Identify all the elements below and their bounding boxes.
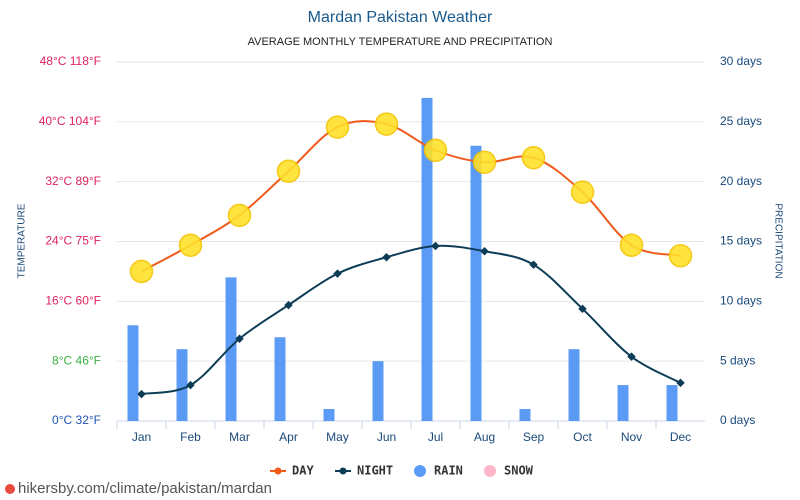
- day-marker: [619, 233, 644, 257]
- y2-tick-label: 30 days: [720, 54, 762, 68]
- legend-label[interactable]: RAIN: [434, 464, 463, 478]
- day-marker: [374, 112, 399, 136]
- x-tick-label: Jun: [377, 430, 396, 444]
- y2-tick-label: 15 days: [720, 234, 762, 248]
- legend-marker: [274, 467, 282, 475]
- rain-bar: [176, 349, 188, 421]
- night-marker: [235, 334, 244, 343]
- legend-label[interactable]: NIGHT: [357, 464, 393, 478]
- rain-bar: [127, 325, 139, 421]
- y-tick-label: 0°C 32°F: [52, 413, 101, 427]
- rain-bar: [519, 409, 531, 421]
- y-tick-label: 16°C 60°F: [45, 294, 101, 308]
- day-marker: [521, 145, 546, 170]
- day-marker: [227, 203, 252, 228]
- day-marker: [178, 233, 203, 257]
- chart-subtitle: AVERAGE MONTHLY TEMPERATURE AND PRECIPIT…: [248, 36, 553, 48]
- y-tick-label: 40°C 104°F: [39, 114, 101, 128]
- x-tick-label: Apr: [279, 430, 298, 444]
- x-tick-label: Oct: [573, 430, 592, 444]
- day-marker: [668, 243, 693, 268]
- night-marker: [578, 304, 587, 314]
- night-marker: [627, 352, 636, 361]
- night-marker: [382, 252, 391, 262]
- x-tick-label: Jul: [428, 430, 443, 444]
- rain-bar: [568, 349, 580, 421]
- day-marker: [570, 180, 595, 204]
- temp-line: [141, 120, 681, 273]
- x-tick-label: Nov: [621, 430, 642, 444]
- temp-line: [141, 244, 681, 396]
- x-tick-label: Jan: [132, 430, 151, 444]
- source-link[interactable]: hikersby.com/climate/pakistan/mardan: [18, 480, 272, 497]
- rain-bar: [274, 337, 286, 421]
- y2-tick-label: 5 days: [720, 353, 755, 367]
- day-marker: [472, 150, 497, 174]
- y-tick-label: 32°C 89°F: [45, 174, 101, 188]
- legend-label[interactable]: DAY: [292, 464, 314, 478]
- x-tick-label: Feb: [180, 430, 201, 444]
- rain-bar: [421, 97, 433, 422]
- day-marker: [276, 159, 301, 183]
- x-tick-label: Mar: [229, 430, 250, 444]
- day-marker: [129, 259, 154, 284]
- x-tick-label: Dec: [670, 430, 691, 444]
- y2-axis-title: PRECIPITATION: [772, 203, 783, 278]
- legend-marker: [339, 467, 347, 475]
- y2-tick-label: 20 days: [720, 174, 762, 188]
- x-tick-label: May: [326, 430, 349, 444]
- x-tick-label: Aug: [474, 430, 495, 444]
- y2-tick-label: 25 days: [720, 114, 762, 128]
- y-tick-label: 24°C 75°F: [45, 234, 101, 248]
- night-marker: [480, 246, 489, 256]
- day-marker: [423, 138, 448, 163]
- night-marker: [186, 380, 195, 390]
- rain-bar: [470, 145, 482, 421]
- night-marker: [333, 269, 342, 278]
- day-marker: [325, 115, 350, 139]
- rain-bar: [225, 277, 237, 421]
- legend-label[interactable]: SNOW: [504, 464, 534, 478]
- legend-marker: [484, 465, 496, 477]
- rain-bar: [372, 361, 384, 421]
- y2-tick-label: 0 days: [720, 413, 755, 427]
- night-marker: [676, 378, 685, 388]
- night-marker: [284, 300, 293, 310]
- y2-tick-label: 10 days: [720, 294, 762, 308]
- night-marker: [529, 260, 538, 269]
- y-axis-title: TEMPERATURE: [17, 203, 28, 278]
- x-tick-label: Sep: [523, 430, 545, 444]
- logo: [5, 484, 15, 494]
- rain-bar: [617, 385, 629, 421]
- legend-marker: [414, 465, 426, 477]
- y-tick-label: 48°C 118°F: [40, 54, 101, 68]
- night-marker: [431, 241, 440, 251]
- night-marker: [137, 389, 146, 399]
- y-tick-label: 8°C 46°F: [52, 353, 101, 367]
- rain-bar: [323, 409, 335, 421]
- chart-title: Mardan Pakistan Weather: [308, 9, 493, 26]
- rain-bar: [666, 385, 678, 421]
